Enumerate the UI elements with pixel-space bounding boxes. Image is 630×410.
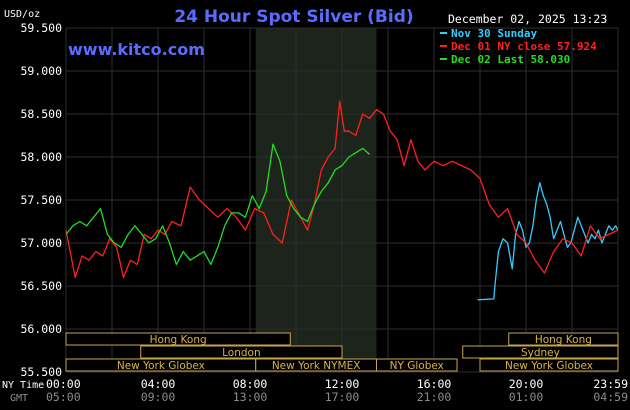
market-label: Hong Kong: [150, 334, 207, 346]
market-label: NY Globex: [390, 360, 444, 372]
y-tick-label: 56.500: [20, 279, 62, 293]
x-tick-gmt: 05:00: [46, 390, 81, 404]
market-label: New York NYMEX: [272, 360, 361, 372]
series-lines: [65, 100, 619, 301]
y-tick-label: 59.000: [20, 64, 62, 78]
market-box: [462, 345, 619, 359]
market-box: [65, 332, 291, 346]
y-tick-label: 55.500: [20, 365, 62, 379]
x-tick-ny: 08:00: [233, 377, 268, 391]
x-tick-gmt: 21:00: [417, 390, 452, 404]
series-line-1: [477, 182, 619, 301]
market-label: Sydney: [521, 347, 560, 359]
x-tick-ny: 04:00: [141, 377, 176, 391]
series-line-3: [65, 143, 371, 266]
x-tick-gmt: 17:00: [325, 390, 360, 404]
market-box: [508, 332, 619, 346]
market-box: [376, 358, 458, 372]
series-line-2: [65, 100, 619, 279]
x-tick-ny: 00:00: [46, 377, 81, 391]
x-tick-ny: 12:00: [325, 377, 360, 391]
market-box: [140, 345, 343, 359]
market-box: [479, 358, 619, 372]
y-tick-label: 56.000: [20, 322, 62, 336]
x-tick-gmt: 09:00: [141, 390, 176, 404]
legend-entry: Dec 02 Last 58.030: [451, 53, 570, 66]
chart-title: 24 Hour Spot Silver (Bid): [174, 7, 413, 27]
y-tick-label: 59.500: [20, 21, 62, 35]
x-tick-ny: 16:00: [417, 377, 452, 391]
y-tick-label: 58.000: [20, 150, 62, 164]
market-label: New York Globex: [117, 360, 205, 372]
watermark: www.kitco.com: [68, 40, 205, 59]
x-tick-ny: 20:00: [509, 377, 544, 391]
y-tick-labels: 59.500 59.000 58.500 58.000 57.500 57.000 56.5…: [20, 21, 62, 379]
legend-entry: Dec 01 NY close 57.924: [451, 40, 597, 53]
market-label: Hong Kong: [535, 334, 592, 346]
y-tick-label: 58.500: [20, 107, 62, 121]
x-tick-gmt: 04:59: [593, 390, 628, 404]
y-tick-label: 57.500: [20, 193, 62, 207]
date-label: December 02, 2025 13:23: [448, 12, 607, 26]
grid-lines: [65, 27, 619, 373]
market-label: New York Globex: [505, 360, 593, 372]
legend-entry: Nov 30 Sunday: [451, 27, 537, 40]
x-tick-gmt: 13:00: [233, 390, 268, 404]
ny-time-label: NY Time: [2, 380, 44, 391]
x-tick-ny: 23:59: [593, 377, 628, 391]
gmt-label: GMT: [10, 393, 28, 404]
y-axis-label: USD/oz: [4, 9, 40, 20]
x-tick-gmt: 01:00: [509, 390, 544, 404]
market-label: London: [222, 347, 261, 359]
y-tick-label: 57.000: [20, 236, 62, 250]
